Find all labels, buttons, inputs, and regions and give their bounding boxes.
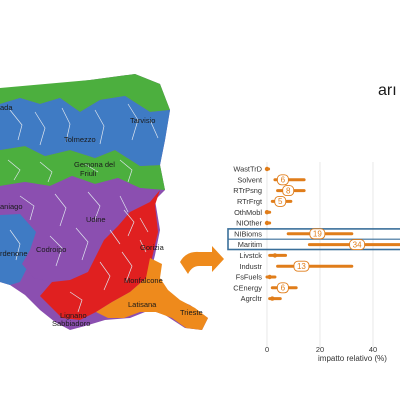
map-zone-orange xyxy=(96,258,208,330)
median-point xyxy=(264,166,270,172)
municipal-border xyxy=(9,109,23,141)
value-label: 6 xyxy=(276,174,289,186)
place-label-ada: ada xyxy=(0,103,13,112)
category-label: RTrPsng xyxy=(233,186,262,195)
category-label: OthMobl xyxy=(234,208,262,217)
place-label-lignano: Lignano xyxy=(60,311,87,320)
value-label-text: 6 xyxy=(281,176,286,185)
map-zone-green xyxy=(0,74,170,190)
median-point xyxy=(270,296,275,301)
category-label: NIOther xyxy=(236,219,262,228)
municipal-border xyxy=(127,103,139,141)
municipal-borders xyxy=(7,103,159,313)
place-label-udine: Udine xyxy=(86,215,106,224)
category-label: RTrFrgt xyxy=(237,197,262,206)
place-label-gemona: Gemona del xyxy=(74,160,115,169)
value-label: 13 xyxy=(293,260,310,272)
municipal-border xyxy=(123,209,135,237)
municipal-border xyxy=(9,229,21,261)
value-label-box xyxy=(309,228,326,240)
value-label-text: 5 xyxy=(278,197,283,206)
value-label-text: 34 xyxy=(353,240,362,249)
x-tick-labels: 0 20 40 xyxy=(265,345,377,354)
value-label-text: 6 xyxy=(281,284,286,293)
value-label-box xyxy=(293,260,310,272)
municipal-border xyxy=(99,261,111,291)
category-label: NIBioms xyxy=(234,229,262,238)
value-label: 8 xyxy=(282,185,295,197)
municipal-border xyxy=(69,291,83,313)
municipal-border xyxy=(149,119,159,139)
value-label-box xyxy=(349,239,366,251)
place-label-tolmezzo: Tolmezzo xyxy=(64,135,96,144)
municipal-border xyxy=(94,109,105,145)
value-label-box xyxy=(276,174,289,186)
map-zone-blue xyxy=(0,96,170,285)
value-label-box xyxy=(276,282,289,294)
place-label-sabbiadoro: Sabbiadoro xyxy=(52,319,90,328)
municipal-border xyxy=(61,107,71,143)
place-label-friuli: Friuli xyxy=(80,169,97,178)
category-label: Industr xyxy=(239,262,262,271)
value-label-text: 19 xyxy=(313,230,322,239)
place-label-monfalcone: Monfalcone xyxy=(124,276,163,285)
municipal-border xyxy=(34,111,46,146)
value-label-box xyxy=(274,195,287,207)
municipal-border xyxy=(75,227,89,261)
x-tick-label: 20 xyxy=(316,345,324,354)
municipal-border xyxy=(84,163,99,173)
place-label-gorizia: Gorizia xyxy=(140,243,165,252)
municipal-border xyxy=(119,159,133,183)
value-label: 34 xyxy=(349,239,366,251)
municipal-border xyxy=(19,195,35,221)
category-label: Agrcltr xyxy=(241,294,263,303)
median-point xyxy=(264,220,270,226)
arrow-icon xyxy=(180,246,224,274)
category-label: CEnergy xyxy=(233,283,262,292)
municipal-border xyxy=(87,191,101,223)
place-label-tarvisio: Tarvisio xyxy=(130,116,155,125)
category-label: Livstck xyxy=(239,251,262,260)
value-label: 5 xyxy=(274,195,287,207)
municipal-border xyxy=(121,251,133,283)
value-label-text: 13 xyxy=(297,262,306,271)
map-zone-purple xyxy=(0,176,160,282)
grid-lines xyxy=(266,162,374,347)
municipal-border xyxy=(49,235,63,267)
place-label-trieste: Trieste xyxy=(180,308,203,317)
municipal-border xyxy=(119,195,129,213)
brand-logo-text: arı xyxy=(378,82,397,99)
place-label-aniago: aniago xyxy=(0,202,23,211)
value-label-text: 8 xyxy=(286,186,291,195)
median-point xyxy=(264,210,270,215)
place-label-rdenone: rdenone xyxy=(0,249,28,258)
x-axis-title: impatto relativo (%) xyxy=(318,354,387,363)
municipal-border xyxy=(54,193,67,227)
value-label: 6 xyxy=(276,282,289,294)
place-label-codroipo: Codroipo xyxy=(36,245,66,254)
category-label: Maritim xyxy=(238,240,262,249)
category-label: Solvent xyxy=(237,175,262,184)
municipal-border xyxy=(139,217,149,233)
x-tick-label: 40 xyxy=(369,345,377,354)
municipal-border xyxy=(39,161,53,183)
map-zone-red xyxy=(40,190,160,320)
municipal-border xyxy=(7,159,21,181)
median-point xyxy=(272,253,278,258)
category-label: FsFuels xyxy=(236,273,263,282)
municipal-border xyxy=(139,239,147,253)
place-label-latisana: Latisana xyxy=(128,300,157,309)
x-tick-label: 0 xyxy=(265,345,269,354)
category-label: WastTrD xyxy=(233,165,262,174)
municipal-border xyxy=(109,229,121,245)
median-point xyxy=(267,274,272,280)
value-label-box xyxy=(282,185,295,197)
value-label: 19 xyxy=(309,228,326,240)
